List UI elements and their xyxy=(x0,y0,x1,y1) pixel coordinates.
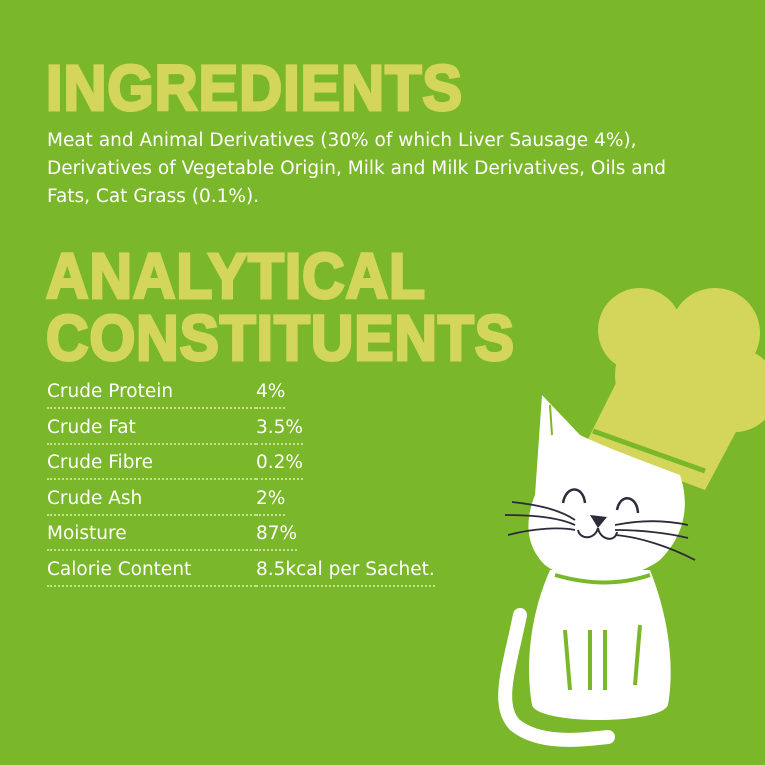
analytical-heading-line2: CONSTITUENTS xyxy=(45,302,516,374)
cat-icon xyxy=(498,395,696,747)
cat-chef-illustration xyxy=(498,288,765,747)
row-value: 0.2% xyxy=(256,449,303,480)
row-value: 2% xyxy=(256,485,286,516)
row-label: Crude Ash xyxy=(47,485,256,516)
row-label: Moisture xyxy=(47,520,256,551)
ingredients-text: Meat and Animal Derivatives (30% of whic… xyxy=(47,130,667,207)
row-label: Crude Protein xyxy=(47,378,256,409)
table-row: Crude Fat 3.5% xyxy=(47,414,435,450)
row-label: Crude Fibre xyxy=(47,449,256,480)
table-row: Crude Fibre 0.2% xyxy=(47,449,435,485)
row-label: Calorie Content xyxy=(47,556,256,587)
row-value: 4% xyxy=(256,378,286,409)
row-value: 3.5% xyxy=(256,414,303,445)
ingredients-heading: INGREDIENTS xyxy=(45,52,464,124)
table-row: Crude Ash 2% xyxy=(47,485,435,521)
row-value: 87% xyxy=(256,520,298,551)
table-row: Calorie Content 8.5kcal per Sachet. xyxy=(47,556,435,592)
table-row: Moisture 87% xyxy=(47,520,435,556)
table-row: Crude Protein 4% xyxy=(47,378,435,414)
constituents-table: Crude Protein 4% Crude Fat 3.5% Crude Fibr… xyxy=(47,378,435,591)
row-label: Crude Fat xyxy=(47,414,256,445)
chef-hat-icon xyxy=(585,288,765,490)
analytical-heading-line1: ANALYTICAL xyxy=(45,240,427,312)
row-value: 8.5kcal per Sachet. xyxy=(256,556,435,587)
